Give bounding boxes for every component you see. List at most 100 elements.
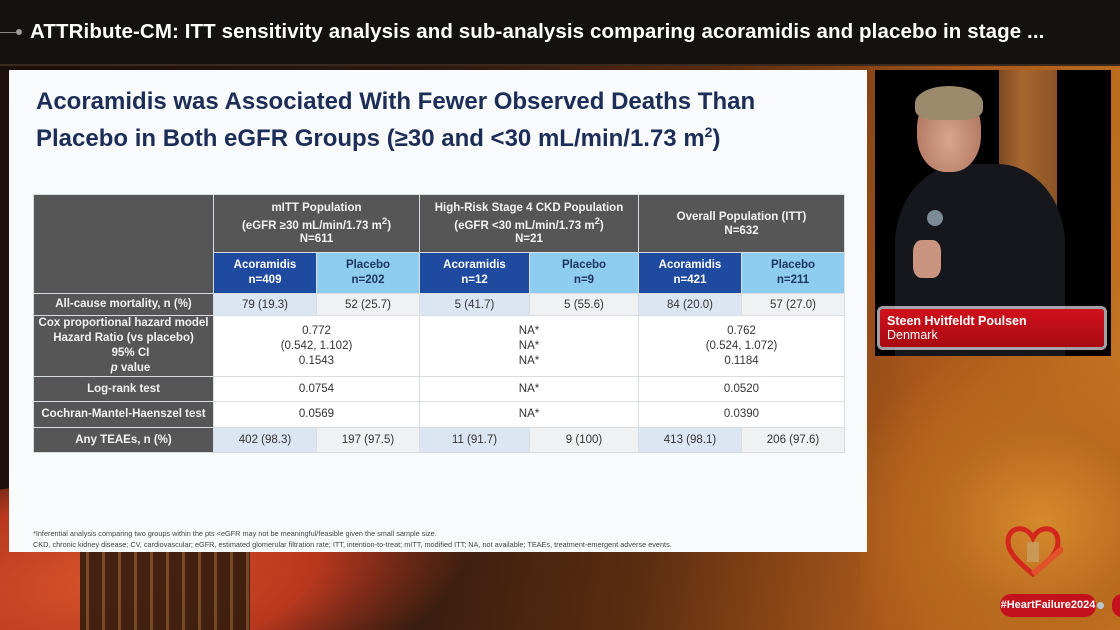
arm-name: Acoramidis [233, 259, 297, 271]
group-header-itt: Overall Population (ITT) N=632 [637, 194, 846, 253]
cox-cell-itt: 0.762 (0.524, 1.072) 0.1184 [637, 315, 846, 377]
table-corner [33, 194, 214, 294]
group-title: Overall Population (ITT) [676, 210, 807, 223]
arm-n: n=202 [351, 274, 385, 286]
arm-n: n=211 [776, 274, 810, 286]
table-cell: 413 (98.1) [638, 427, 742, 453]
group-title: High-Risk Stage 4 CKD Population [434, 201, 624, 214]
arm-header-acoramidis: Acoramidis n=421 [638, 252, 742, 294]
confidence-interval: (0.542, 1.102) [280, 339, 353, 352]
arm-n: n=409 [248, 274, 282, 286]
table-cell: 84 (20.0) [638, 293, 742, 316]
table-cell: 9 (100) [529, 427, 639, 453]
group-n: N=632 [724, 224, 759, 237]
row-label: Cox proportional hazard model Hazard Rat… [33, 315, 214, 377]
arm-header-placebo: Placebo n=202 [316, 252, 420, 294]
video-title: ATTRibute-CM: ITT sensitivity analysis a… [30, 20, 1045, 43]
table-cell: 0.0520 [637, 376, 846, 402]
microphone-icon [927, 210, 943, 226]
group-subtitle-text: (eGFR ≥30 mL/min/1.73 m [241, 219, 382, 232]
label-text: value [117, 362, 151, 374]
title-text: Placebo in Both eGFR Groups (≥30 and <30… [36, 125, 705, 152]
group-header-mitt: mITT Population (eGFR ≥30 mL/min/1.73 m2… [213, 194, 420, 253]
table-cell: 197 (97.5) [316, 427, 420, 453]
table-row-mortality: All-cause mortality, n (%) 79 (19.3) 52 … [33, 293, 846, 316]
arm-name: Acoramidis [658, 259, 722, 271]
timeline-line [0, 31, 16, 33]
speaker-name: Steen Hvitfeldt Poulsen [887, 314, 1027, 328]
group-subtitle-end: ) [599, 219, 604, 232]
title-superscript: 2 [704, 124, 713, 140]
speaker-lower-third: Steen Hvitfeldt Poulsen Denmark [880, 309, 1104, 347]
group-subtitle: (eGFR <30 mL/min/1.73 m2) [424, 215, 634, 233]
p-value: 0.1543 [298, 354, 335, 367]
group-subtitle: (eGFR ≥30 mL/min/1.73 m2) [218, 215, 415, 233]
arm-header-placebo: Placebo n=9 [529, 252, 639, 294]
video-title-bar: ATTRibute-CM: ITT sensitivity analysis a… [0, 0, 1120, 66]
hazard-ratio: 0.762 [727, 324, 756, 337]
speaker-country: Denmark [887, 328, 938, 342]
results-table: mITT Population (eGFR ≥30 mL/min/1.73 m2… [33, 194, 846, 453]
background-cityscape [80, 550, 250, 630]
confidence-interval: (0.524, 1.072) [705, 339, 778, 352]
presentation-slide: Acoramidis was Associated With Fewer Obs… [9, 70, 867, 552]
table-cell: 57 (27.0) [740, 293, 846, 316]
table-cell: 79 (19.3) [213, 293, 317, 316]
heart-logo-icon [1005, 526, 1063, 578]
hazard-ratio: 0.772 [302, 324, 331, 337]
italic-p: p [110, 362, 118, 374]
hazard-ratio: NA* [518, 324, 540, 337]
table-cell: 5 (55.6) [529, 293, 639, 316]
cox-cell-ckd4: NA* NA* NA* [419, 315, 639, 377]
slide-title-line1: Acoramidis was Associated With Fewer Obs… [36, 88, 756, 115]
speaker-hand [913, 240, 941, 278]
group-n: N=611 [299, 233, 334, 246]
group-subtitle-end: ) [387, 219, 392, 232]
table-cell: 5 (41.7) [419, 293, 530, 316]
row-label: Log-rank test [33, 376, 214, 402]
arm-header-acoramidis: Acoramidis n=409 [213, 252, 317, 294]
table-row-cox: Cox proportional hazard model Hazard Rat… [33, 315, 846, 377]
footnote-abbreviations: CKD, chronic kidney disease; CV, cardiov… [33, 540, 672, 549]
table-cell: 402 (98.3) [213, 427, 317, 453]
title-text-end: ) [712, 125, 721, 152]
table-row-teae: Any TEAEs, n (%) 402 (98.3) 197 (97.5) 1… [33, 427, 846, 453]
table-cell: 206 (97.6) [740, 427, 846, 453]
arm-header-acoramidis: Acoramidis n=12 [419, 252, 530, 294]
cox-cell-mitt: 0.772 (0.542, 1.102) 0.1543 [213, 315, 420, 377]
hashtag-badge: #HeartFailure2024 [1000, 594, 1096, 617]
footnote-inferential: *Inferential analysis comparing two grou… [33, 529, 437, 538]
row-label-line: p value [38, 361, 209, 376]
arm-name: Placebo [561, 259, 607, 271]
group-n: N=21 [515, 233, 543, 246]
row-label: Any TEAEs, n (%) [33, 427, 214, 453]
table-row-cmh: Cochran-Mantel-Haenszel test 0.0569 NA* … [33, 401, 846, 428]
superscript: 2 [381, 215, 388, 227]
row-label-line: Cox proportional hazard model [38, 317, 209, 329]
arm-name: Placebo [345, 259, 391, 271]
row-label: Cochran-Mantel-Haenszel test [33, 401, 214, 428]
confidence-interval: NA* [518, 339, 540, 352]
speaker-hair [915, 86, 983, 120]
slide-title: Acoramidis was Associated With Fewer Obs… [36, 86, 836, 154]
group-subtitle-text: (eGFR <30 mL/min/1.73 m [454, 219, 595, 232]
row-label: All-cause mortality, n (%) [33, 293, 214, 316]
table-cell: 11 (91.7) [419, 427, 530, 453]
p-value: NA* [518, 354, 540, 367]
arm-n: n=12 [461, 274, 488, 286]
row-label-line: Hazard Ratio (vs placebo) [53, 332, 194, 344]
arm-name: Acoramidis [443, 259, 506, 271]
table-cell: NA* [419, 401, 639, 428]
table-cell: 0.0569 [213, 401, 420, 428]
arm-n: n=421 [673, 274, 707, 286]
table-cell: 0.0390 [637, 401, 846, 428]
table-cell: 0.0754 [213, 376, 420, 402]
hashtag-dot-icon [1097, 602, 1104, 609]
superscript: 2 [594, 215, 600, 227]
bullet-dot-icon [16, 29, 22, 35]
slide-title-line2: Placebo in Both eGFR Groups (≥30 and <30… [36, 117, 836, 154]
arm-name: Placebo [770, 259, 816, 271]
table-cell: NA* [419, 376, 639, 402]
table-cell: 52 (25.7) [316, 293, 420, 316]
arm-n: n=9 [573, 274, 595, 286]
